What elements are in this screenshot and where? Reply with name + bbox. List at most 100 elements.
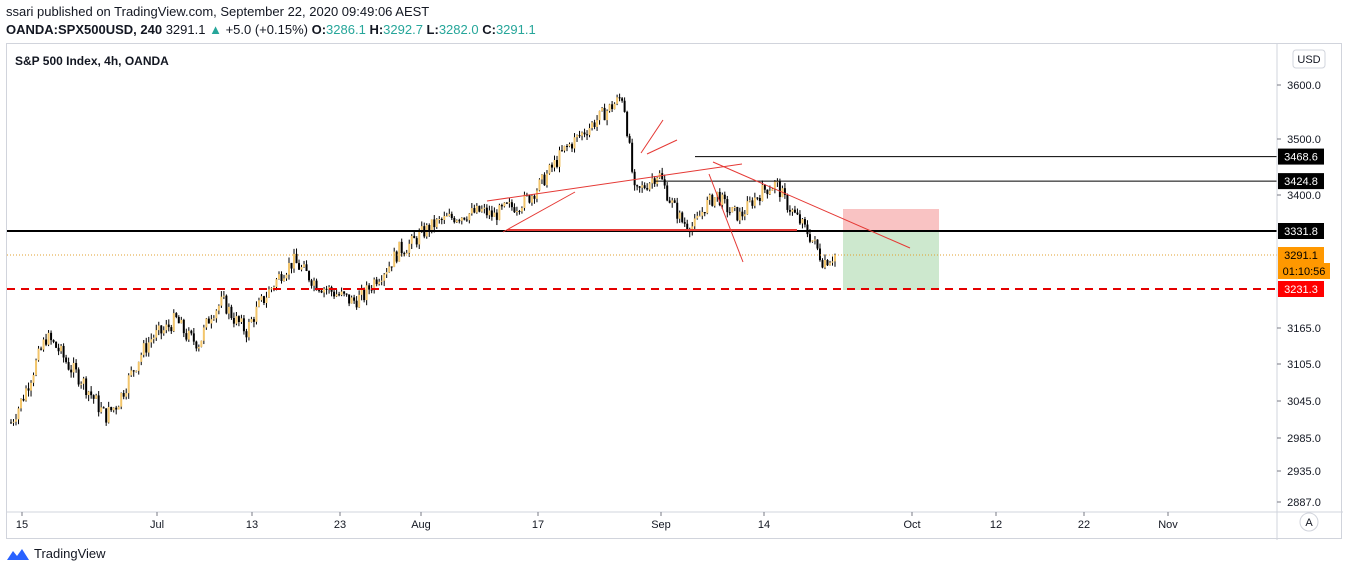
candle-body — [445, 215, 448, 217]
candle-body — [383, 274, 386, 281]
price-label: 3291.1 — [1278, 247, 1324, 263]
y-tick-label: 3400.0 — [1287, 190, 1321, 202]
candle-body — [30, 382, 33, 391]
x-tick-label: 13 — [246, 519, 258, 531]
candle-body — [225, 295, 228, 314]
candle-body — [796, 212, 799, 215]
candle-body — [205, 318, 208, 328]
candle-body — [77, 369, 80, 385]
x-tick-label: Oct — [903, 519, 920, 531]
y-tick-label: 3105.0 — [1287, 359, 1321, 371]
candle-body — [733, 206, 736, 208]
candle-body — [150, 339, 153, 343]
price-chart[interactable]: S&P 500 Index, 4h, OANDA 3600.0 3500.0 340… — [7, 44, 1343, 540]
candle-body — [413, 235, 416, 239]
candle-body — [57, 347, 60, 352]
candle-body — [571, 144, 574, 149]
candle-body — [60, 345, 63, 352]
candle-body — [333, 291, 336, 297]
price-label-text: 3231.3 — [1284, 284, 1318, 296]
candle-body — [265, 297, 268, 303]
candle-body — [212, 318, 215, 320]
candle-body — [247, 321, 250, 338]
candle-body — [433, 219, 436, 228]
candle-body — [270, 288, 273, 290]
candle-body — [773, 181, 776, 189]
candle-body — [288, 262, 291, 275]
candle-body — [215, 310, 218, 319]
candle-body — [631, 142, 634, 172]
candle-body — [388, 266, 391, 273]
candle-body — [115, 407, 118, 410]
tradingview-logo-icon — [7, 548, 29, 560]
price-axis[interactable]: 3600.0 3500.0 3400.0 3165.0 3105.0 3045.0 2985… — [1277, 80, 1321, 509]
time-axis[interactable]: 15 Jul 13 23 Aug 17 Sep 14 Oct 12 22 Nov — [16, 512, 1178, 531]
candle-body — [523, 194, 526, 208]
auto-scale-button[interactable]: A — [1299, 512, 1319, 532]
candle-body — [308, 271, 311, 281]
candle-body — [82, 378, 85, 384]
candle-body — [335, 294, 338, 297]
candle-body — [671, 200, 674, 203]
candle-body — [227, 306, 230, 314]
candle-body — [793, 209, 796, 213]
candle-body — [751, 200, 754, 206]
candle-body — [167, 324, 170, 328]
countdown-text: 01:10:56 — [1283, 266, 1326, 278]
candle-body — [535, 190, 538, 199]
candle-body — [628, 136, 631, 143]
candle-body — [185, 333, 188, 340]
candle-body — [97, 395, 100, 413]
candle-body — [140, 354, 143, 362]
countdown-label: 01:10:56 — [1278, 263, 1330, 279]
candle-body — [555, 160, 558, 167]
x-tick-label: Nov — [1158, 519, 1178, 531]
candle-body — [540, 174, 543, 180]
currency-button[interactable]: USD — [1292, 49, 1326, 69]
candle-body — [368, 285, 371, 290]
candle-body — [761, 184, 764, 201]
candle-body — [315, 280, 318, 291]
candle-body — [120, 393, 123, 407]
candle-body — [550, 164, 553, 168]
candle-body — [493, 212, 496, 217]
candle-body — [591, 122, 594, 129]
candle-body — [418, 231, 421, 245]
candle-body — [405, 252, 408, 254]
candle-body — [313, 280, 316, 286]
candle-body — [468, 213, 471, 221]
candle-body — [117, 406, 120, 410]
candle-body — [608, 104, 611, 111]
candle-body — [723, 194, 726, 200]
candle-body — [385, 272, 388, 275]
candle-body — [741, 211, 744, 217]
candle-body — [601, 107, 604, 111]
position-zones — [843, 209, 939, 290]
candle-body — [250, 319, 253, 322]
candle-body — [503, 202, 506, 207]
candle-body — [162, 330, 165, 334]
candle-body — [237, 316, 240, 323]
candle-body — [693, 218, 696, 227]
chart-frame[interactable]: S&P 500 Index, 4h, OANDA 3600.0 3500.0 340… — [6, 43, 1343, 540]
candle-body — [52, 340, 55, 342]
y-tick-label: 3600.0 — [1287, 80, 1321, 92]
candle-body — [220, 296, 223, 306]
candle-body — [130, 370, 133, 376]
x-tick-label: 22 — [1078, 519, 1090, 531]
candle-body — [490, 210, 493, 217]
candle-body — [558, 150, 561, 167]
candle-body — [443, 216, 446, 220]
candle-body — [277, 274, 280, 280]
candle-body — [651, 178, 654, 184]
candle-body — [791, 209, 794, 212]
candle-body — [177, 317, 180, 324]
price-label: 3424.8 — [1278, 173, 1324, 190]
candle-body — [783, 188, 786, 195]
price-label: 3331.8 — [1278, 223, 1324, 239]
candle-body — [440, 218, 443, 220]
y-tick-label: 3045.0 — [1287, 396, 1321, 408]
price-label-text: 3424.8 — [1284, 176, 1318, 188]
candle-body — [260, 296, 263, 301]
candle-body — [596, 120, 599, 127]
